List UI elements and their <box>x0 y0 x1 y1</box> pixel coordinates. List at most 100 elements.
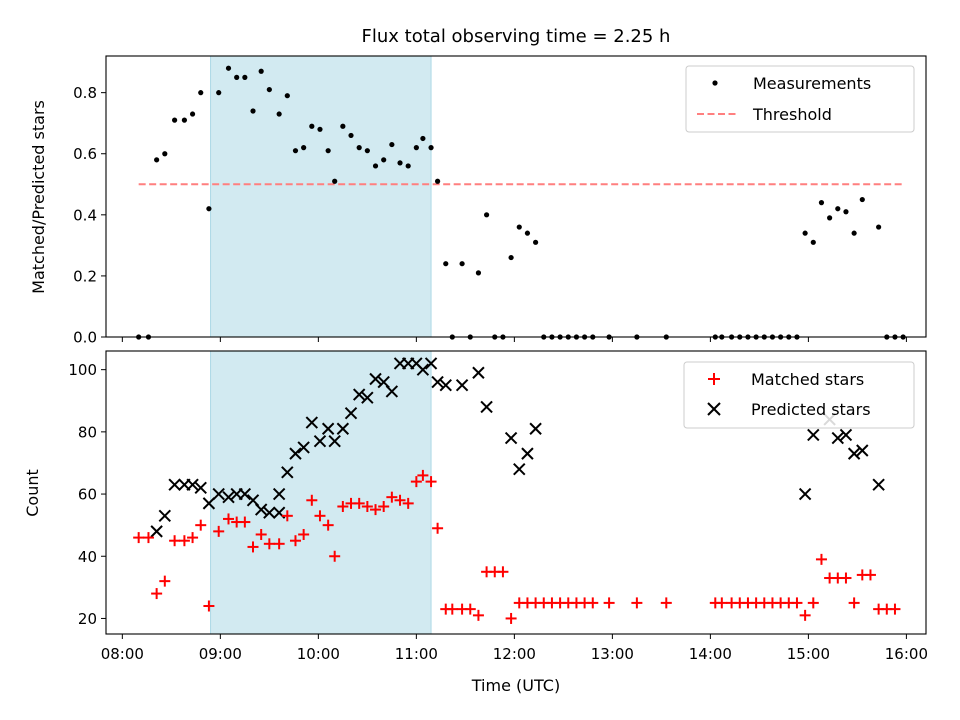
matched-star-point <box>446 603 458 615</box>
measurement-point <box>397 160 403 166</box>
matched-star-point <box>195 519 207 531</box>
measurement-point <box>818 200 825 206</box>
matched-star-point <box>289 535 301 547</box>
measurement-point <box>258 68 264 74</box>
matched-star-point <box>716 597 728 609</box>
matched-star-point <box>263 538 275 550</box>
y-tick-label: 20 <box>78 610 97 628</box>
measurement-point <box>206 206 212 212</box>
predicted-star-point <box>336 422 350 435</box>
predicted-star-point <box>272 487 286 501</box>
measurement-point <box>332 178 338 184</box>
predicted-star-point <box>313 434 327 448</box>
bottom-y-axis-label: Count <box>23 469 42 517</box>
y-tick-label: 0.6 <box>73 145 97 163</box>
y-tick-label: 0.8 <box>73 84 97 102</box>
matched-star-point <box>394 494 406 506</box>
measurement-point <box>802 230 808 236</box>
matched-star-point <box>807 597 819 609</box>
x-tick-label: 15:00 <box>787 645 830 663</box>
matched-star-point <box>306 494 318 506</box>
top-legend: Measurements Threshold <box>685 65 915 133</box>
predicted-star-point <box>328 434 341 448</box>
predicted-star-point <box>416 363 430 376</box>
measurement-point <box>434 178 441 184</box>
predicted-star-point <box>212 487 225 501</box>
predicted-star-point <box>529 422 542 435</box>
x-tick-label: 11:00 <box>395 645 438 663</box>
top-panel: 0.00.20.40.60.8 Matched/Predicted stars … <box>29 55 927 347</box>
y-tick-label: 80 <box>78 423 97 441</box>
matched-star-point <box>432 522 444 534</box>
bottom-axes-frame <box>105 350 927 635</box>
measurement-point <box>154 157 160 163</box>
measurement-point <box>475 270 482 276</box>
matched-star-point <box>417 469 429 481</box>
matched-star-point <box>329 550 341 562</box>
measurement-point <box>405 163 411 169</box>
predicted-star-point <box>150 525 163 538</box>
y-tick-label: 40 <box>78 548 97 566</box>
predicted-star-point <box>472 366 485 379</box>
matched-star-point <box>505 612 517 624</box>
predicted-star-point <box>798 487 812 501</box>
legend-predicted-label: Predicted stars <box>751 400 871 419</box>
predicted-star-point <box>424 357 438 370</box>
predicted-star-point <box>254 503 268 516</box>
matched-star-point <box>159 575 171 587</box>
measurement-point <box>172 117 178 123</box>
matched-star-point <box>178 535 190 547</box>
matched-star-point <box>239 516 251 528</box>
predicted-star-point <box>831 431 844 445</box>
x-tick-label: 09:00 <box>199 645 242 663</box>
measurement-point <box>276 111 282 117</box>
measurement-point <box>189 111 196 117</box>
predicted-star-point <box>455 379 469 392</box>
matched-star-point <box>151 588 163 600</box>
y-tick-label: 0.0 <box>73 329 97 347</box>
predicted-star-point <box>504 431 518 445</box>
measurement-point <box>372 163 379 169</box>
predicted-star-point <box>186 478 199 491</box>
predicted-star-point <box>807 428 820 442</box>
predicted-star-point <box>839 428 853 442</box>
measurement-point <box>389 141 395 148</box>
predicted-star-point <box>513 462 526 476</box>
predicted-star-point <box>361 391 374 404</box>
predicted-star-point <box>480 400 493 414</box>
matched-star-point <box>402 497 414 509</box>
matched-star-point <box>378 500 390 512</box>
measurement-point <box>876 224 882 230</box>
y-tick-label: 60 <box>78 486 97 504</box>
measurement-point <box>356 145 362 151</box>
bottom-panel: 20 40 60 80 100 08:00 09:00 10:00 11:00 12:00 13:… <box>23 350 928 695</box>
y-tick-label: 0.2 <box>73 267 97 285</box>
matched-star-point <box>370 504 382 516</box>
measurement-point <box>843 209 849 215</box>
matched-star-point <box>497 566 509 578</box>
measurement-point <box>284 93 290 99</box>
predicted-star-point <box>431 375 444 389</box>
measurement-point <box>225 65 232 71</box>
matched-stars-series <box>133 469 901 624</box>
matched-star-point <box>603 597 615 609</box>
y-tick-label: 0.4 <box>73 206 97 224</box>
matched-star-point <box>410 476 422 488</box>
legend-predicted-marker <box>707 402 721 416</box>
x-axis-label: Time (UTC) <box>471 676 560 695</box>
matched-star-point <box>425 476 437 488</box>
top-x-axis <box>121 337 907 342</box>
matched-star-point <box>660 597 672 609</box>
matched-star-point <box>464 603 476 615</box>
matched-star-point <box>631 597 643 609</box>
y-tick-label: 100 <box>68 361 97 379</box>
bottom-x-axis: 08:00 09:00 10:00 11:00 12:00 13:00 14:00 15:00… <box>101 634 928 663</box>
matched-star-point <box>203 600 215 612</box>
matched-star-point <box>281 510 293 522</box>
measurement-point <box>524 230 531 236</box>
x-tick-label: 13:00 <box>591 645 634 663</box>
matched-star-point <box>815 553 827 565</box>
matched-star-point <box>298 528 310 540</box>
matched-star-point <box>472 609 484 621</box>
measurement-point <box>835 206 841 212</box>
